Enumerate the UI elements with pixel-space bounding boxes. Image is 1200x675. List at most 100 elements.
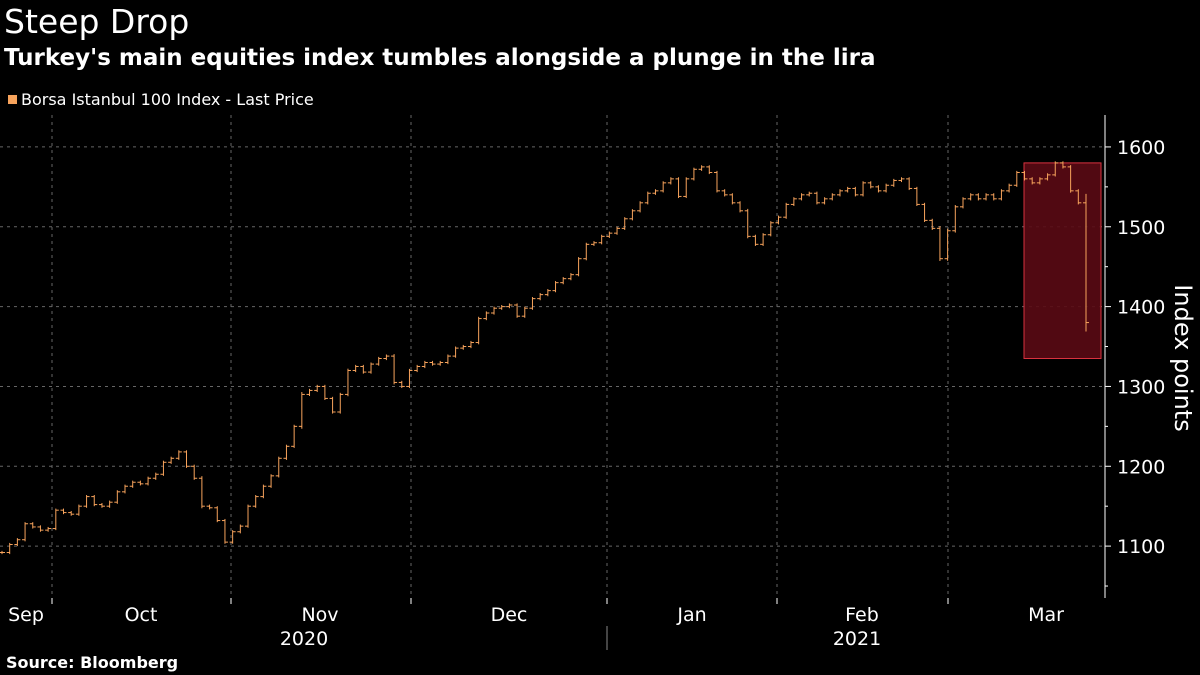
ohlc-bar xyxy=(621,217,628,230)
ohlc-bar xyxy=(959,197,966,209)
ohlc-bar xyxy=(283,444,290,460)
ohlc-bar xyxy=(1013,170,1020,187)
ohlc-bar xyxy=(414,364,421,373)
ohlc-bar xyxy=(506,303,513,309)
ohlc-bar xyxy=(806,191,813,197)
ohlc-bar xyxy=(544,289,551,297)
axis-layer: 1100 1200 1300 1400 1500 1600 Index points Sep O… xyxy=(8,115,1197,650)
chart-subtitle: Turkey's main equities index tumbles alo… xyxy=(4,45,876,71)
ohlc-bar xyxy=(483,311,490,321)
ohlc-bar xyxy=(906,177,913,191)
ohlc-bar xyxy=(821,197,828,205)
ohlc-bar xyxy=(191,464,198,480)
ohlc-bar xyxy=(760,233,767,246)
ohlc-bar xyxy=(744,208,751,239)
ohlc-bar xyxy=(491,306,498,315)
legend-swatch xyxy=(8,95,17,104)
ohlc-bar xyxy=(952,205,959,233)
ohlc-bar xyxy=(514,303,521,318)
ohlc-bar xyxy=(721,189,728,197)
series-layer xyxy=(0,161,1089,555)
x-month-label: Nov xyxy=(301,604,338,626)
ohlc-bar xyxy=(406,368,413,389)
ohlc-bar xyxy=(6,542,13,555)
ohlc-bar xyxy=(68,510,75,516)
ohlc-bar xyxy=(706,165,713,175)
x-month-label: Mar xyxy=(1028,604,1064,626)
ohlc-bar xyxy=(752,234,759,246)
ohlc-bar xyxy=(214,506,221,523)
ohlc-bar xyxy=(1052,161,1059,177)
ohlc-bar xyxy=(14,538,21,547)
ohlc-bar xyxy=(60,508,67,515)
ohlc-bar xyxy=(1036,177,1043,185)
ohlc-bar xyxy=(329,396,336,414)
ohlc-bar xyxy=(198,476,205,509)
y-tick-label: 1200 xyxy=(1117,456,1165,478)
ohlc-bar xyxy=(437,360,444,366)
ohlc-bar xyxy=(398,380,405,389)
ohlc-bar xyxy=(306,388,313,397)
y-axis-label: Index points xyxy=(1169,284,1197,431)
y-tick-label: 1600 xyxy=(1117,137,1165,159)
ohlc-bar xyxy=(83,495,90,508)
ohlc-bar xyxy=(713,170,720,193)
x-month-label: Sep xyxy=(8,604,44,626)
ohlc-bar xyxy=(652,189,659,195)
ohlc-bar xyxy=(206,504,213,510)
ohlc-bar xyxy=(122,484,129,494)
ohlc-bar xyxy=(575,257,582,277)
ohlc-bar xyxy=(975,193,982,201)
x-year-label: 2021 xyxy=(833,628,881,650)
ohlc-bar xyxy=(798,193,805,201)
ohlc-bar xyxy=(560,277,567,285)
ohlc-bar xyxy=(913,186,920,207)
ohlc-bar xyxy=(98,502,105,508)
ohlc-bar xyxy=(790,197,797,207)
ohlc-bar xyxy=(521,306,528,318)
ohlc-bar xyxy=(467,340,474,349)
ohlc-bar xyxy=(1075,189,1082,205)
ohlc-bar xyxy=(1059,161,1066,169)
grid-layer xyxy=(0,115,1105,598)
ohlc-bar xyxy=(1029,177,1036,185)
ohlc-bar xyxy=(552,281,559,293)
ohlc-bar xyxy=(829,193,836,201)
ohlc-bar xyxy=(875,185,882,193)
ohlc-bar xyxy=(644,191,651,205)
ohlc-bar xyxy=(737,201,744,213)
ohlc-bar xyxy=(314,384,321,393)
ohlc-bar xyxy=(52,508,59,531)
ohlc-bar xyxy=(883,183,890,193)
ohlc-bar xyxy=(936,226,943,261)
ohlc-bar xyxy=(421,360,428,369)
ohlc-bar xyxy=(852,186,859,197)
ohlc-bar xyxy=(175,450,182,460)
ohlc-bar xyxy=(152,472,159,480)
ohlc-bar xyxy=(352,364,359,373)
x-month-label: Jan xyxy=(676,604,706,626)
ohlc-bar xyxy=(475,316,482,345)
ohlc-bar xyxy=(360,364,367,374)
ohlc-bar xyxy=(183,450,190,468)
ohlc-bar xyxy=(168,456,175,464)
y-tick-label: 1100 xyxy=(1117,536,1165,558)
ohlc-bar xyxy=(1021,170,1028,181)
ohlc-bar xyxy=(221,518,228,544)
ohlc-bar xyxy=(929,218,936,230)
highlight-layer xyxy=(1023,162,1102,359)
ohlc-bar xyxy=(775,215,782,225)
ohlc-bar xyxy=(114,490,121,504)
legend: Borsa Istanbul 100 Index - Last Price xyxy=(8,90,314,109)
ohlc-bar xyxy=(91,495,98,507)
ohlc-bar xyxy=(998,189,1005,201)
ohlc-bar xyxy=(783,202,790,219)
ohlc-bar xyxy=(498,305,505,310)
ohlc-bar xyxy=(990,193,997,201)
ohlc-bar xyxy=(375,356,382,366)
ohlc-bar xyxy=(137,480,144,486)
ohlc-bar xyxy=(813,191,820,205)
ohlc-bar xyxy=(237,524,244,534)
ohlc-bar xyxy=(683,177,690,199)
